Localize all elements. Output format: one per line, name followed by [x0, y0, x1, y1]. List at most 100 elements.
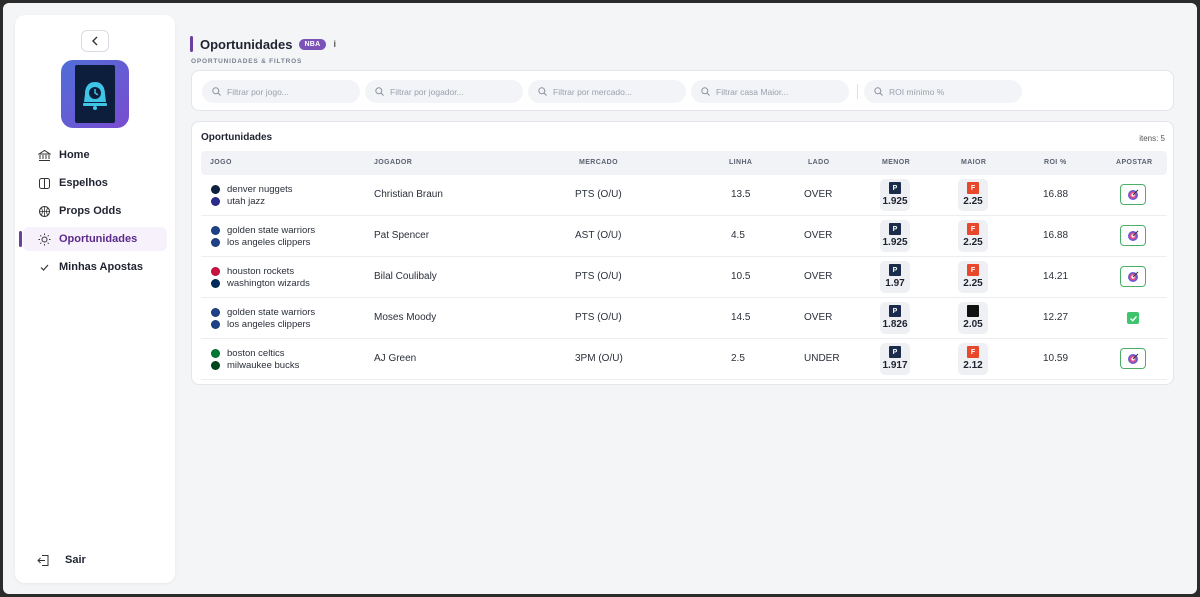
- team-away: milwaukee bucks: [211, 360, 299, 373]
- market-cell: PTS (O/U): [575, 189, 622, 200]
- column-header-lado[interactable]: LADO: [808, 159, 830, 166]
- house-filter[interactable]: [691, 80, 849, 103]
- odd-value: 1.925: [882, 196, 908, 207]
- table-header: JOGO JOGADOR MERCADO LINHA LADO MENOR MA…: [201, 151, 1167, 175]
- team-logo-icon: [211, 279, 220, 289]
- target-icon: [1128, 189, 1139, 200]
- odd-maior[interactable]: F 2.25: [958, 220, 988, 252]
- odd-maior[interactable]: F 2.12: [958, 343, 988, 375]
- items-count: itens: 5: [1139, 134, 1165, 143]
- odd-menor[interactable]: P 1.925: [880, 220, 910, 252]
- team-home: denver nuggets: [211, 183, 293, 196]
- sidebar-item-espelhos[interactable]: Espelhos: [23, 171, 167, 195]
- column-header-linha[interactable]: LINHA: [729, 159, 753, 166]
- column-header-mercado[interactable]: MERCADO: [579, 159, 618, 166]
- filter-divider: [857, 84, 858, 99]
- odd-value: 2.05: [963, 319, 983, 330]
- app-window: Home Espelhos Props Odds Oportunidades: [3, 3, 1197, 594]
- odd-maior[interactable]: F 2.25: [958, 261, 988, 293]
- bookmaker-logo-icon: P: [889, 223, 901, 235]
- odd-menor[interactable]: P 1.826: [880, 302, 910, 334]
- column-header-apostar[interactable]: APOSTAR: [1116, 159, 1153, 166]
- column-header-maior[interactable]: MAIOR: [961, 159, 987, 166]
- collapse-sidebar-button[interactable]: [81, 30, 109, 52]
- sidebar-item-home[interactable]: Home: [23, 143, 167, 167]
- target-icon: [1128, 271, 1139, 282]
- bet-placed-check[interactable]: [1127, 312, 1139, 324]
- bet-button[interactable]: [1120, 225, 1146, 246]
- bookmaker-logo-icon: P: [889, 264, 901, 276]
- team-name: houston rockets: [227, 265, 295, 277]
- bookmaker-logo-icon: P: [889, 305, 901, 317]
- sidebar-item-minhas-apostas[interactable]: Minhas Apostas: [23, 255, 167, 279]
- sidebar: Home Espelhos Props Odds Oportunidades: [15, 15, 175, 583]
- odd-maior[interactable]: 2.05: [958, 302, 988, 334]
- player-filter-input[interactable]: [390, 86, 510, 97]
- team-name: utah jazz: [227, 196, 266, 208]
- player-cell: Bilal Coulibaly: [374, 271, 437, 282]
- logout-label: Sair: [65, 554, 86, 566]
- game-cell: golden state warriors los angeles clipper…: [211, 306, 315, 331]
- search-icon: [212, 87, 221, 96]
- roi-cell: 10.59: [1043, 353, 1069, 364]
- roi-cell: 12.27: [1043, 312, 1069, 323]
- line-cell: 13.5: [731, 189, 751, 200]
- bet-button[interactable]: [1120, 266, 1146, 287]
- market-filter-input[interactable]: [553, 86, 673, 97]
- side-cell: UNDER: [804, 353, 840, 364]
- column-header-jogo[interactable]: JOGO: [210, 159, 232, 166]
- game-filter[interactable]: [202, 80, 360, 103]
- odd-menor[interactable]: P 1.97: [880, 261, 910, 293]
- odd-value: 2.25: [963, 237, 983, 248]
- column-header-roi[interactable]: ROI %: [1044, 159, 1067, 166]
- house-filter-input[interactable]: [716, 86, 836, 97]
- sidebar-item-label: Minhas Apostas: [59, 261, 143, 273]
- side-cell: OVER: [804, 312, 833, 323]
- team-logo-icon: [211, 348, 220, 358]
- roi-cell: 16.88: [1043, 230, 1069, 241]
- game-cell: boston celtics milwaukee bucks: [211, 347, 299, 372]
- bookmaker-logo-icon: F: [967, 182, 979, 194]
- sidebar-item-label: Home: [59, 149, 90, 161]
- bet-button[interactable]: [1120, 184, 1146, 205]
- team-logo-icon: [211, 307, 220, 317]
- team-away: washington wizards: [211, 278, 310, 291]
- odd-menor[interactable]: P 1.917: [880, 343, 910, 375]
- sidebar-nav: Home Espelhos Props Odds Oportunidades: [15, 143, 175, 283]
- sidebar-item-oportunidades[interactable]: Oportunidades: [19, 227, 167, 251]
- odd-menor[interactable]: P 1.925: [880, 179, 910, 211]
- game-filter-input[interactable]: [227, 86, 347, 97]
- team-away: los angeles clippers: [211, 319, 315, 332]
- bet-button[interactable]: [1120, 348, 1146, 369]
- table-title: Oportunidades: [201, 132, 273, 143]
- odd-maior[interactable]: F 2.25: [958, 179, 988, 211]
- team-name: milwaukee bucks: [227, 360, 300, 372]
- team-logo-icon: [211, 361, 220, 371]
- app-logo: [61, 60, 129, 128]
- sidebar-item-props-odds[interactable]: Props Odds: [23, 199, 167, 223]
- team-logo-icon: [211, 184, 220, 194]
- market-filter[interactable]: [528, 80, 686, 103]
- check-icon: [1129, 315, 1137, 322]
- info-icon[interactable]: i: [333, 39, 337, 49]
- check-icon: [37, 260, 51, 274]
- team-name: golden state warriors: [227, 306, 316, 318]
- team-away: los angeles clippers: [211, 237, 315, 250]
- search-icon: [375, 87, 384, 96]
- table-row: golden state warriors los angeles clipper…: [201, 216, 1167, 257]
- logout-button[interactable]: Sair: [37, 553, 86, 567]
- sidebar-item-label: Oportunidades: [59, 233, 138, 245]
- player-filter[interactable]: [365, 80, 523, 103]
- team-logo-icon: [211, 266, 220, 276]
- roi-filter-input[interactable]: [889, 86, 1009, 97]
- bookmaker-logo-icon: P: [889, 182, 901, 194]
- team-logo-icon: [211, 320, 220, 330]
- bookmaker-logo-icon: [967, 305, 979, 317]
- page-header: Oportunidades NBA i: [190, 35, 336, 53]
- sun-icon: [37, 232, 51, 246]
- column-header-jogador[interactable]: JOGADOR: [374, 159, 413, 166]
- odd-value: 2.25: [963, 278, 983, 289]
- roi-filter[interactable]: [864, 80, 1022, 103]
- target-icon: [1128, 230, 1139, 241]
- column-header-menor[interactable]: MENOR: [882, 159, 911, 166]
